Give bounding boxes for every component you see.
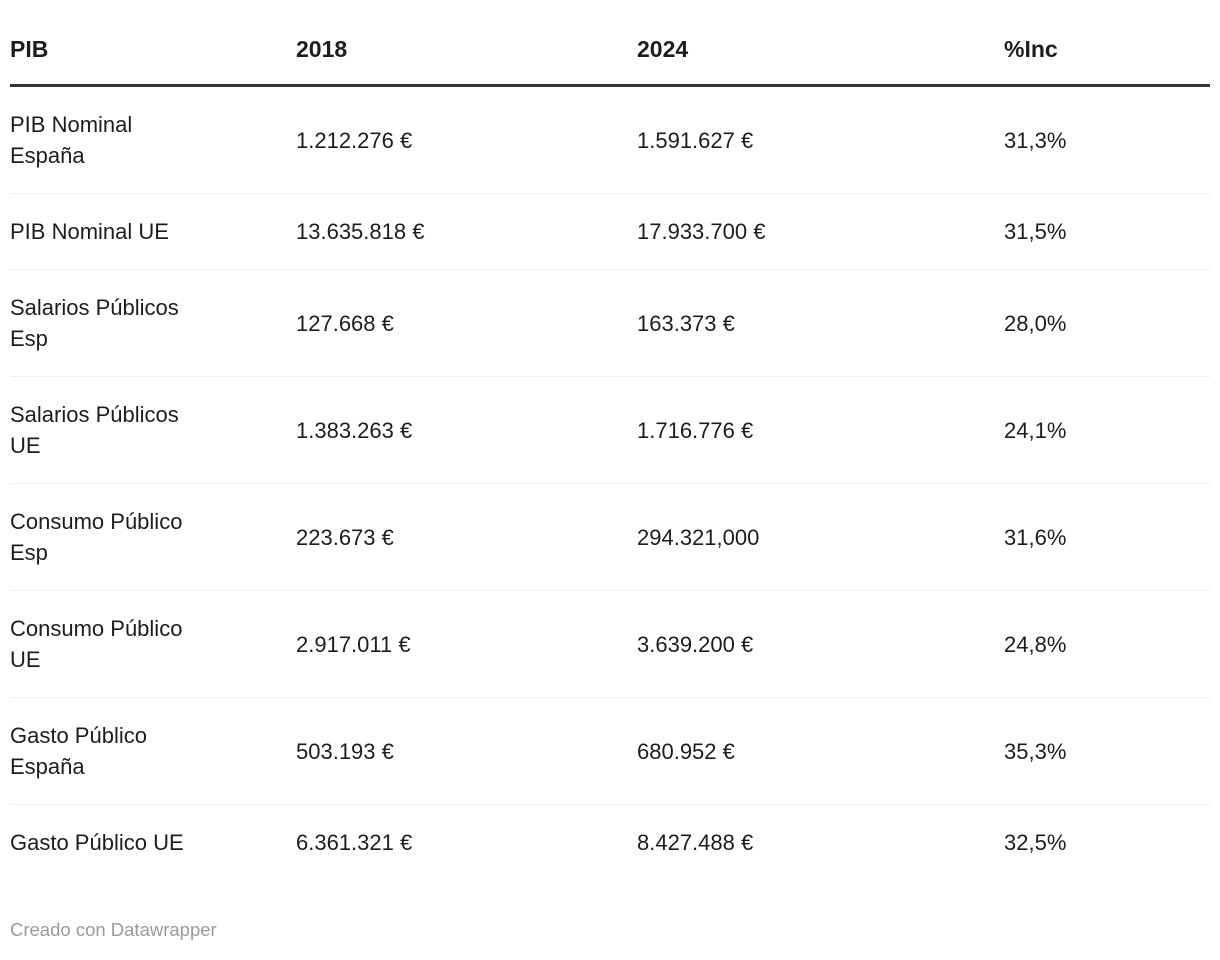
value-2024: 8.427.488 € bbox=[637, 804, 1004, 880]
table-row: Gasto Público España 503.193 € 680.952 €… bbox=[10, 697, 1210, 805]
table-row: PIB Nominal UE 13.635.818 € 17.933.700 €… bbox=[10, 193, 1210, 270]
row-label: Salarios Públicos UE bbox=[10, 376, 296, 484]
column-header-2018: 2018 bbox=[296, 0, 637, 87]
value-inc: 24,1% bbox=[1004, 376, 1210, 484]
value-inc: 31,3% bbox=[1004, 127, 1067, 153]
table-row: Consumo Público Esp 223.673 € 294.321,00… bbox=[10, 483, 1210, 591]
value-2018: 1.383.263 € bbox=[296, 376, 637, 484]
value-2018: 503.193 € bbox=[296, 697, 637, 805]
attribution-footer: Creado con Datawrapper bbox=[10, 918, 1210, 942]
value-2018: 2.917.011 € bbox=[296, 590, 637, 698]
value-2024: 3.639.200 € bbox=[637, 590, 1004, 698]
table-row: PIB Nominal España 1.212.276 € 1.591.627… bbox=[10, 86, 1210, 194]
row-label: PIB Nominal UE bbox=[10, 193, 296, 270]
value-2024: 1.716.776 € bbox=[637, 376, 1004, 484]
value-inc: 35,3% bbox=[1004, 697, 1210, 805]
row-label: Consumo Público UE bbox=[10, 590, 296, 698]
value-2018: 13.635.818 € bbox=[296, 193, 637, 270]
row-label: PIB Nominal España bbox=[10, 112, 133, 168]
table-row: Gasto Público UE 6.361.321 € 8.427.488 €… bbox=[10, 804, 1210, 880]
value-inc: 31,6% bbox=[1004, 483, 1210, 591]
row-label: Gasto Público UE bbox=[10, 804, 296, 880]
value-inc: 24,8% bbox=[1004, 590, 1210, 698]
value-inc: 32,5% bbox=[1004, 804, 1210, 880]
value-2024: 1.591.627 € bbox=[637, 127, 754, 153]
value-inc: 31,5% bbox=[1004, 193, 1210, 270]
table-body: PIB Nominal España 1.212.276 € 1.591.627… bbox=[10, 86, 1210, 880]
value-2018: 127.668 € bbox=[296, 269, 637, 377]
value-2024: 163.373 € bbox=[637, 269, 1004, 377]
value-2024: 294.321,000 bbox=[637, 483, 1004, 591]
row-label: Salarios Públicos Esp bbox=[10, 269, 296, 377]
value-2024: 680.952 € bbox=[637, 697, 1004, 805]
value-2024: 17.933.700 € bbox=[637, 193, 1004, 270]
value-2018: 1.212.276 € bbox=[296, 127, 413, 153]
datawrapper-attribution-link[interactable]: Creado con Datawrapper bbox=[10, 919, 217, 940]
column-header-inc: %Inc bbox=[1004, 0, 1210, 87]
column-header-2024: 2024 bbox=[637, 0, 1004, 87]
header-row: PIB 2018 2024 %Inc bbox=[10, 0, 1210, 87]
table-row: Salarios Públicos Esp 127.668 € 163.373 … bbox=[10, 269, 1210, 377]
table-row: Consumo Público UE 2.917.011 € 3.639.200… bbox=[10, 590, 1210, 698]
table-row: Salarios Públicos UE 1.383.263 € 1.716.7… bbox=[10, 376, 1210, 484]
row-label: Gasto Público España bbox=[10, 697, 296, 805]
value-inc: 28,0% bbox=[1004, 269, 1210, 377]
column-header-pib: PIB bbox=[10, 0, 296, 87]
pib-comparison-table: PIB 2018 2024 %Inc PIB Nominal España 1.… bbox=[10, 0, 1210, 880]
row-label: Consumo Público Esp bbox=[10, 483, 296, 591]
value-2018: 6.361.321 € bbox=[296, 804, 637, 880]
value-2018: 223.673 € bbox=[296, 483, 637, 591]
